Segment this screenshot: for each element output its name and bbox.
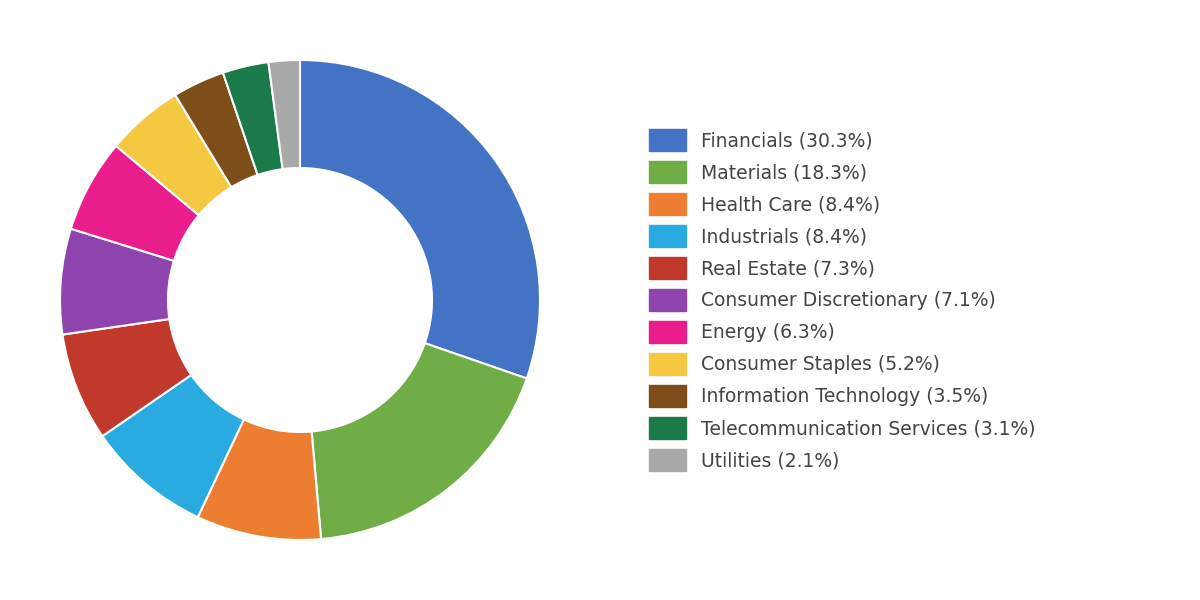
Wedge shape bbox=[60, 229, 174, 335]
Wedge shape bbox=[71, 146, 199, 261]
Wedge shape bbox=[312, 343, 527, 539]
Wedge shape bbox=[62, 319, 191, 436]
Legend: Financials (30.3%), Materials (18.3%), Health Care (8.4%), Industrials (8.4%), R: Financials (30.3%), Materials (18.3%), H… bbox=[640, 120, 1045, 480]
Wedge shape bbox=[198, 419, 322, 540]
Wedge shape bbox=[300, 60, 540, 379]
Wedge shape bbox=[269, 60, 300, 169]
Wedge shape bbox=[223, 62, 283, 175]
Wedge shape bbox=[102, 375, 244, 517]
Wedge shape bbox=[116, 95, 232, 215]
Wedge shape bbox=[175, 73, 258, 187]
